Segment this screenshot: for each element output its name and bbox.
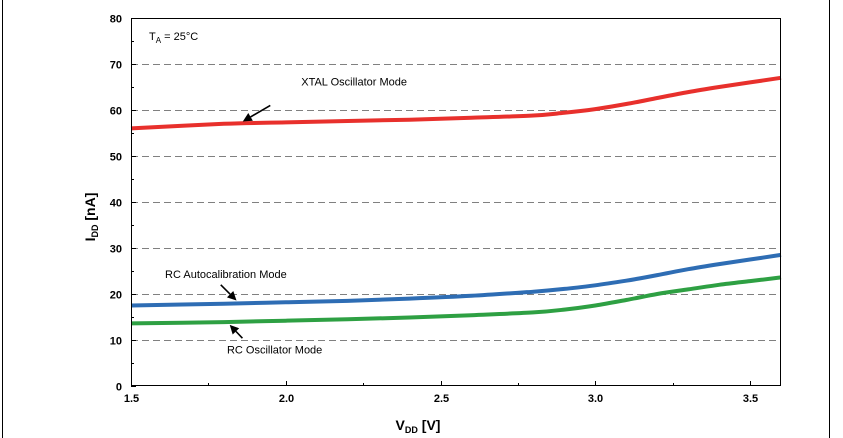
annotation-arrow-line xyxy=(220,284,231,295)
x-tick-label: 2.5 xyxy=(434,393,449,405)
series-layer xyxy=(130,75,782,326)
y-axis-title-unit: [nA] xyxy=(82,193,98,225)
condition-rest: = 25°C xyxy=(161,31,198,43)
series-line-2 xyxy=(130,275,782,326)
x-tick-label: 1.5 xyxy=(124,393,139,405)
y-axis-title-sub: DD xyxy=(90,224,100,237)
x-tick-label: 3.0 xyxy=(588,393,603,405)
x-axis-title: VDD [V] xyxy=(396,417,441,435)
y-tick-label: 40 xyxy=(110,198,122,210)
y-tick-label: 80 xyxy=(110,14,122,26)
y-tick-label: 60 xyxy=(110,106,122,118)
y-tick-label: 30 xyxy=(110,244,122,256)
series-line-1 xyxy=(130,252,782,308)
annotation-label: XTAL Oscillator Mode xyxy=(301,77,407,89)
x-tick-label: 3.5 xyxy=(743,393,758,405)
y-tick-label: 50 xyxy=(110,152,122,164)
condition-label: TA = 25°C xyxy=(149,31,198,45)
annotation-arrow-head xyxy=(229,324,240,335)
annotation-arrow-head xyxy=(226,290,237,301)
y-axis-title-main: I xyxy=(82,238,98,242)
tick-labels: 0 10 20 30 40 50 60 70 80 1.5 2.0 2.5 3.0 3.5 xyxy=(110,14,758,406)
condition-sub: A xyxy=(156,36,162,45)
series-line-0 xyxy=(130,75,782,131)
y-tick-label: 70 xyxy=(110,60,122,72)
annotation-arrow-line xyxy=(235,330,244,339)
y-tick-label: 0 xyxy=(116,382,122,394)
x-axis-title-sub: DD xyxy=(405,425,418,435)
condition-main: T xyxy=(149,31,156,43)
x-axis-title-main: V xyxy=(396,417,406,433)
grid-lines xyxy=(131,64,781,341)
x-axis-title-unit: [V] xyxy=(418,417,441,433)
y-tick-label: 20 xyxy=(110,290,122,302)
annotation-label: RC Oscillator Mode xyxy=(227,344,322,356)
annotations: XTAL Oscillator Mode RC Autocalibration M… xyxy=(165,77,407,357)
y-axis-title: IDD [nA] xyxy=(82,193,100,242)
y-tick-label: 10 xyxy=(110,336,122,348)
annotation-arrow-line xyxy=(250,104,271,118)
annotation-arrow-head xyxy=(242,113,253,122)
x-tick-label: 2.0 xyxy=(279,393,294,405)
annotation-label: RC Autocalibration Mode xyxy=(165,269,287,281)
plot-area xyxy=(131,18,781,386)
